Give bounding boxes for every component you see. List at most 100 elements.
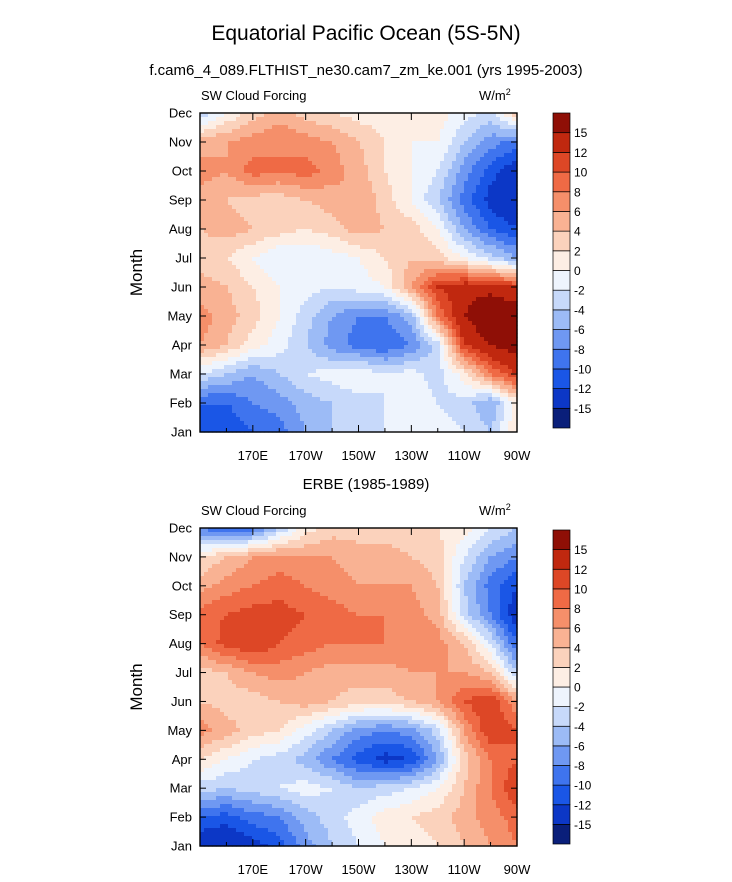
field-cell: [380, 137, 385, 142]
field-cell: [440, 181, 445, 186]
field-cell: [312, 289, 317, 294]
field-cell: [428, 261, 433, 266]
field-cell: [480, 297, 485, 302]
field-cell: [300, 277, 305, 282]
field-cell: [408, 317, 413, 322]
field-cell: [224, 137, 229, 142]
field-cell: [296, 157, 301, 162]
field-cell: [332, 193, 337, 198]
field-cell: [340, 149, 345, 154]
field-cell: [316, 353, 321, 358]
field-cell: [512, 265, 517, 270]
field-cell: [500, 337, 505, 342]
field-cell: [452, 333, 457, 338]
field-cell: [344, 157, 349, 162]
field-cell: [280, 357, 285, 362]
field-cell: [468, 217, 473, 222]
field-cell: [380, 113, 385, 118]
field-cell: [316, 241, 321, 246]
field-cell: [264, 265, 269, 270]
field-cell: [444, 157, 449, 162]
field-cell: [228, 141, 233, 146]
field-cell: [204, 341, 209, 346]
field-cell: [264, 293, 269, 298]
field-cell: [220, 185, 225, 190]
field-cell: [460, 157, 465, 162]
field-cell: [400, 121, 405, 126]
field-cell: [288, 265, 293, 270]
field-cell: [200, 321, 205, 326]
field-cell: [376, 161, 381, 166]
field-cell: [448, 261, 453, 266]
field-cell: [300, 141, 305, 146]
field-cell: [252, 193, 257, 198]
field-cell: [504, 217, 509, 222]
field-cell: [500, 177, 505, 182]
field-cell: [308, 225, 313, 230]
field-cell: [204, 145, 209, 150]
field-cell: [288, 173, 293, 178]
field-cell: [264, 321, 269, 326]
field-cell: [496, 253, 501, 258]
field-cell: [364, 293, 369, 298]
field-cell: [428, 157, 433, 162]
field-cell: [428, 345, 433, 350]
field-cell: [332, 181, 337, 186]
field-cell: [308, 233, 313, 238]
field-cell: [488, 237, 493, 242]
field-cell: [276, 181, 281, 186]
field-cell: [312, 321, 317, 326]
field-cell: [312, 117, 317, 122]
field-cell: [332, 221, 337, 226]
field-cell: [424, 169, 429, 174]
field-cell: [496, 221, 501, 226]
field-cell: [504, 137, 509, 142]
field-cell: [492, 257, 497, 262]
field-cell: [284, 229, 289, 234]
field-cell: [356, 241, 361, 246]
field-cell: [404, 205, 409, 210]
field-cell: [284, 345, 289, 350]
field-cell: [484, 125, 489, 130]
field-cell: [300, 225, 305, 230]
field-cell: [360, 225, 365, 230]
field-cell: [372, 325, 377, 330]
field-cell: [412, 213, 417, 218]
field-cell: [200, 237, 205, 242]
field-cell: [292, 217, 297, 222]
field-cell: [440, 353, 445, 358]
field-cell: [364, 289, 369, 294]
field-cell: [440, 241, 445, 246]
field-cell: [412, 173, 417, 178]
field-cell: [456, 121, 461, 126]
field-cell: [304, 173, 309, 178]
field-cell: [364, 141, 369, 146]
field-cell: [284, 233, 289, 238]
field-cell: [284, 137, 289, 142]
field-cell: [304, 273, 309, 278]
field-cell: [380, 157, 385, 162]
field-cell: [308, 201, 313, 206]
field-cell: [216, 137, 221, 142]
field-cell: [320, 165, 325, 170]
field-cell: [216, 345, 221, 350]
field-cell: [240, 261, 245, 266]
field-cell: [368, 257, 373, 262]
field-cell: [320, 149, 325, 154]
field-cell: [380, 281, 385, 286]
field-cell: [420, 261, 425, 266]
field-cell: [336, 321, 341, 326]
field-cell: [276, 305, 281, 310]
field-cell: [356, 229, 361, 234]
field-cell: [448, 241, 453, 246]
field-cell: [476, 297, 481, 302]
field-cell: [428, 353, 433, 358]
field-cell: [200, 261, 205, 266]
field-cell: [320, 237, 325, 242]
field-cell: [376, 317, 381, 322]
field-cell: [456, 305, 461, 310]
field-cell: [220, 121, 225, 126]
field-cell: [296, 141, 301, 146]
field-cell: [340, 165, 345, 170]
field-cell: [472, 241, 477, 246]
